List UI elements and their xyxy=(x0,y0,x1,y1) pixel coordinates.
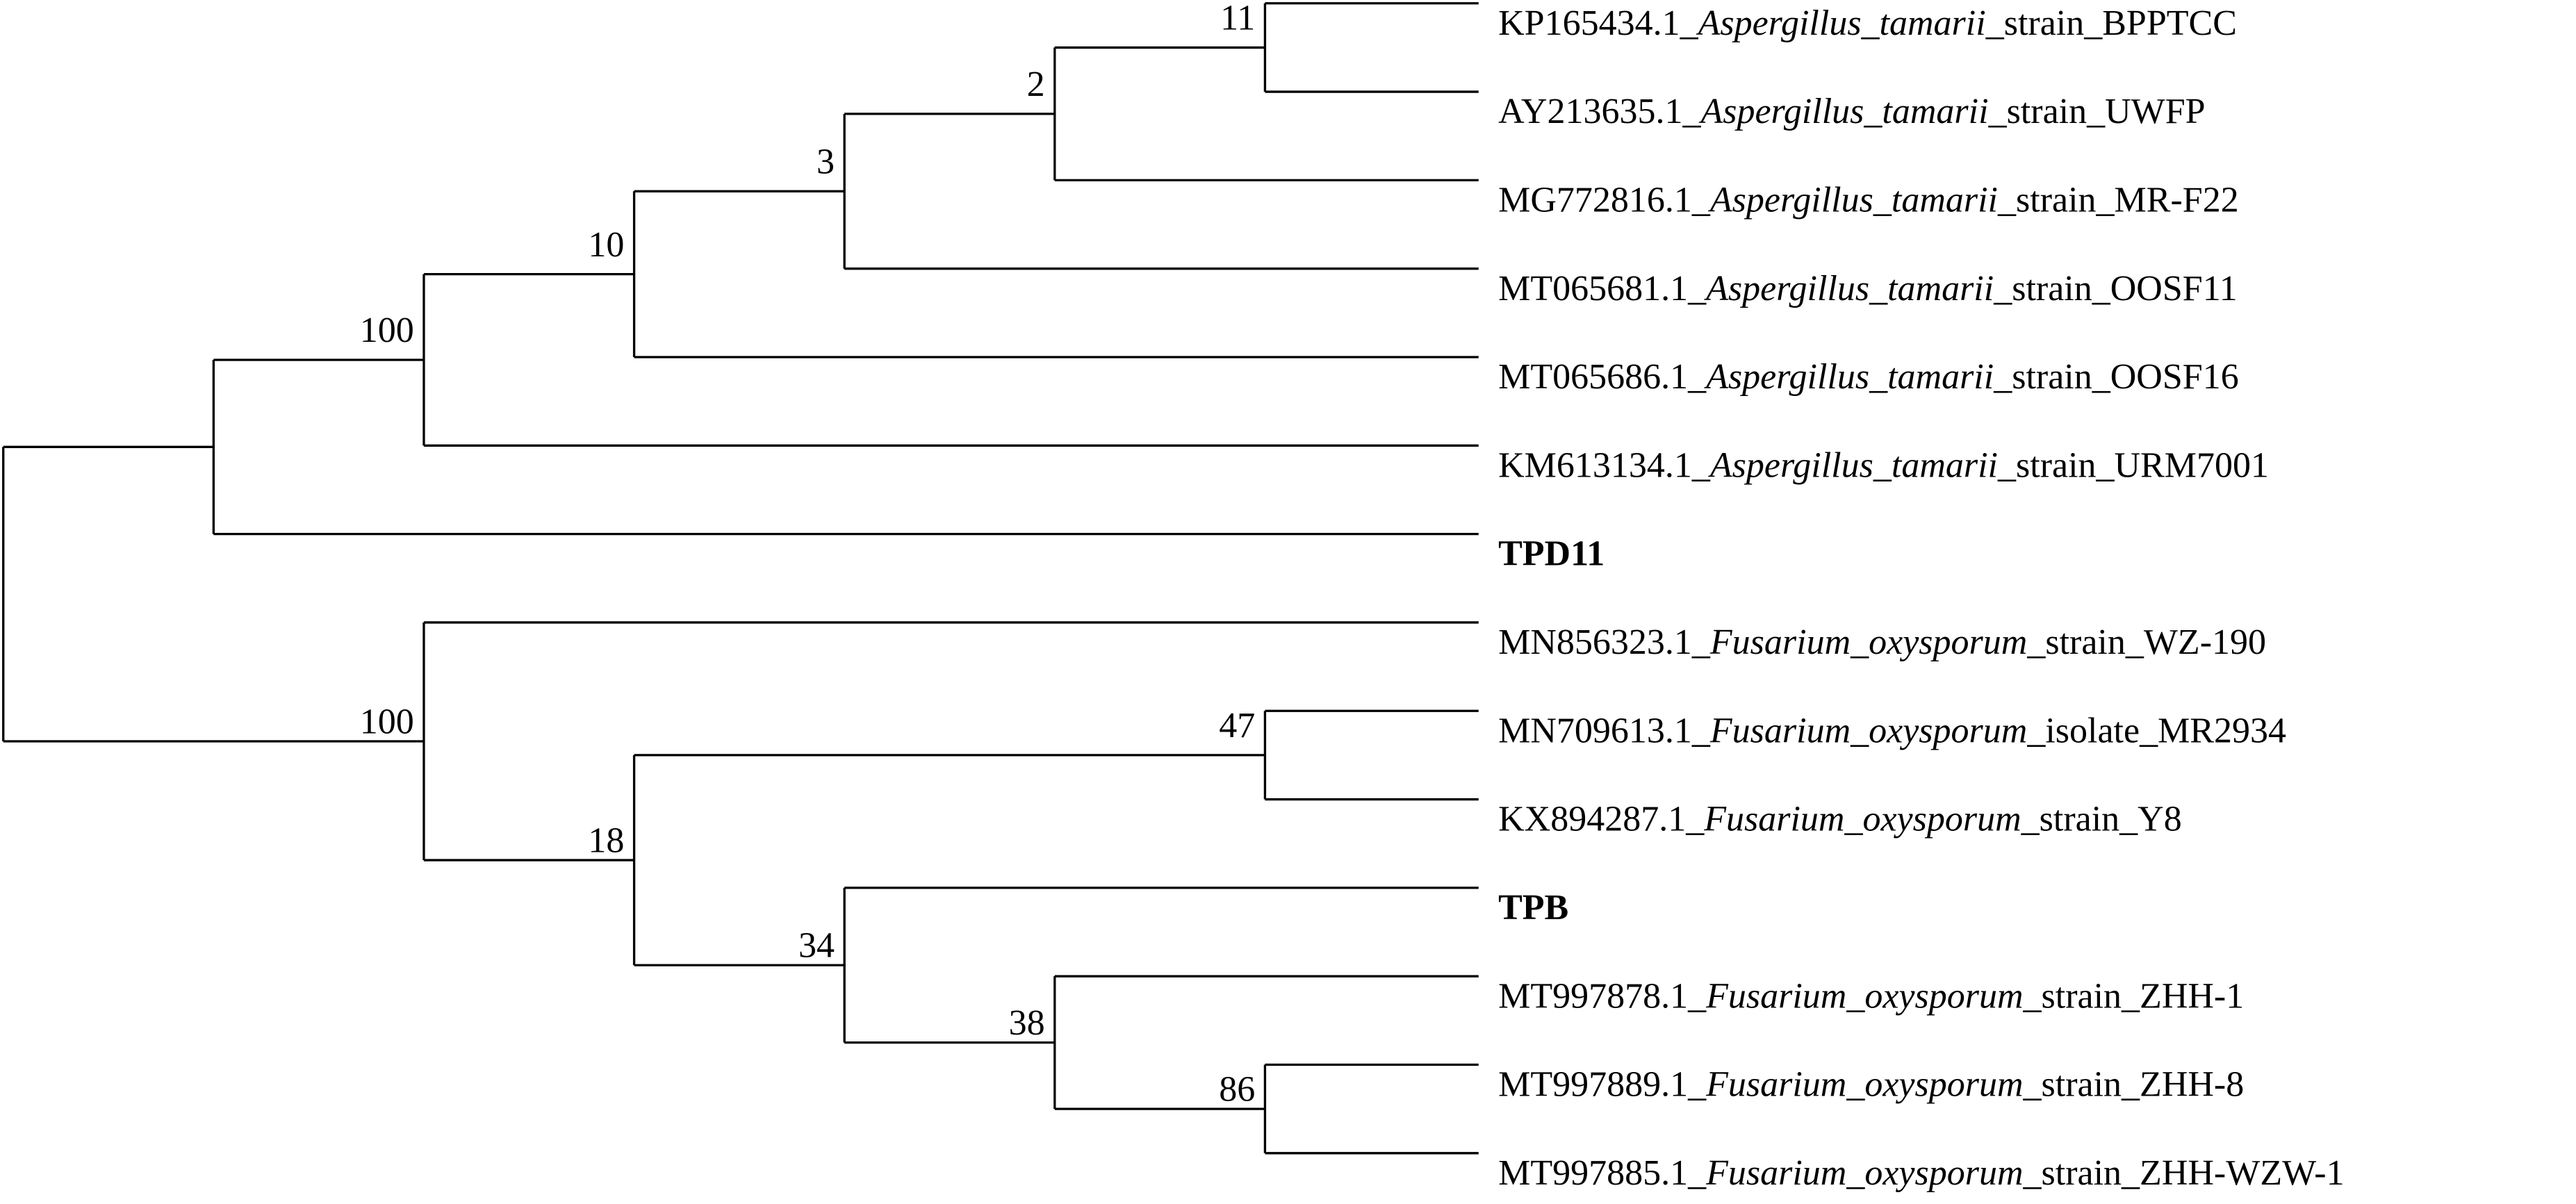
accession: KP165434.1_ xyxy=(1498,3,1698,43)
strain: _strain_MR-F22 xyxy=(1997,180,2239,220)
bootstrap-value: 11 xyxy=(1220,0,1255,38)
strain: _strain_Y8 xyxy=(2021,800,2182,839)
strain: _strain_OOSF16 xyxy=(1993,357,2238,397)
species: Fusarium_oxysporum xyxy=(1705,976,2023,1016)
leaf-label: MG772816.1_Aspergillus_tamarii_strain_MR… xyxy=(1498,180,2239,220)
strain: _strain_ZHH-WZW-1 xyxy=(2023,1153,2345,1193)
accession: MG772816.1_ xyxy=(1498,180,1711,220)
strain: _strain_ZHH-1 xyxy=(2023,976,2245,1016)
accession: MT997889.1_ xyxy=(1498,1065,1707,1105)
species: Fusarium_oxysporum xyxy=(1709,622,2027,662)
bootstrap-value: 2 xyxy=(1027,65,1045,104)
species: Fusarium_oxysporum xyxy=(1705,1065,2023,1105)
bootstrap-value: 3 xyxy=(817,142,835,181)
strain: _isolate_MR2934 xyxy=(2026,711,2286,750)
leaf-label: MT997885.1_Fusarium_oxysporum_strain_ZHH… xyxy=(1498,1153,2345,1193)
bootstrap-value: 47 xyxy=(1219,706,1255,745)
accession: MT997885.1_ xyxy=(1498,1153,1707,1193)
species: Fusarium_oxysporum xyxy=(1703,800,2021,839)
leaf-label: MT997889.1_Fusarium_oxysporum_strain_ZHH… xyxy=(1498,1065,2244,1105)
accession: MN856323.1_ xyxy=(1498,622,1711,662)
leaf-label: MT065686.1_Aspergillus_tamarii_strain_OO… xyxy=(1498,357,2239,397)
strain: _strain_ZHH-8 xyxy=(2023,1065,2245,1105)
bootstrap-value: 34 xyxy=(798,926,835,966)
bootstrap-value: 100 xyxy=(360,702,414,741)
bootstrap-value: 38 xyxy=(1009,1003,1045,1043)
bootstrap-value: 18 xyxy=(588,820,624,860)
accession: AY213635.1_ xyxy=(1498,92,1701,131)
leaf-label: KM613134.1_Aspergillus_tamarii_strain_UR… xyxy=(1498,445,2269,485)
isolate-name: TPB xyxy=(1498,888,1568,927)
strain: _strain_WZ-190 xyxy=(2026,622,2266,662)
species: Fusarium_oxysporum xyxy=(1709,711,2027,750)
strain: _strain_UWFP xyxy=(1988,92,2206,131)
bootstrap-value: 100 xyxy=(360,311,414,350)
accession: MT065681.1_ xyxy=(1498,269,1707,308)
bootstrap-value: 86 xyxy=(1219,1069,1255,1109)
leaf-label: MT065681.1_Aspergillus_tamarii_strain_OO… xyxy=(1498,269,2238,308)
leaf-label: AY213635.1_Aspergillus_tamarii_strain_UW… xyxy=(1498,92,2205,131)
species: Aspergillus_tamarii xyxy=(1696,3,1986,43)
species: Aspergillus_tamarii xyxy=(1698,92,1988,131)
leaf-label: TPB xyxy=(1498,888,1568,927)
accession: KX894287.1_ xyxy=(1498,800,1705,839)
species: Aspergillus_tamarii xyxy=(1708,445,1998,485)
accession: MT065686.1_ xyxy=(1498,357,1707,397)
strain: _strain_BPPTCC xyxy=(1985,3,2237,43)
leaf-label: KX894287.1_Fusarium_oxysporum_strain_Y8 xyxy=(1498,800,2182,839)
species: Aspergillus_tamarii xyxy=(1708,180,1998,220)
leaf-label: KP165434.1_Aspergillus_tamarii_strain_BP… xyxy=(1498,3,2237,43)
isolate-name: TPD11 xyxy=(1498,534,1605,574)
strain: _strain_OOSF11 xyxy=(1993,269,2238,308)
strain: _strain_URM7001 xyxy=(1997,445,2269,485)
accession: MT997878.1_ xyxy=(1498,976,1707,1016)
leaf-label: MT997878.1_Fusarium_oxysporum_strain_ZHH… xyxy=(1498,976,2244,1016)
species: Fusarium_oxysporum xyxy=(1705,1153,2023,1193)
species: Aspergillus_tamarii xyxy=(1704,357,1994,397)
accession: MN709613.1_ xyxy=(1498,711,1711,750)
leaf-label: TPD11 xyxy=(1498,534,1605,574)
species: Aspergillus_tamarii xyxy=(1704,269,1994,308)
accession: KM613134.1_ xyxy=(1498,445,1711,485)
leaf-label: MN856323.1_Fusarium_oxysporum_strain_WZ-… xyxy=(1498,622,2266,662)
bootstrap-value: 10 xyxy=(588,225,624,265)
leaf-label: MN709613.1_Fusarium_oxysporum_isolate_MR… xyxy=(1498,711,2286,750)
